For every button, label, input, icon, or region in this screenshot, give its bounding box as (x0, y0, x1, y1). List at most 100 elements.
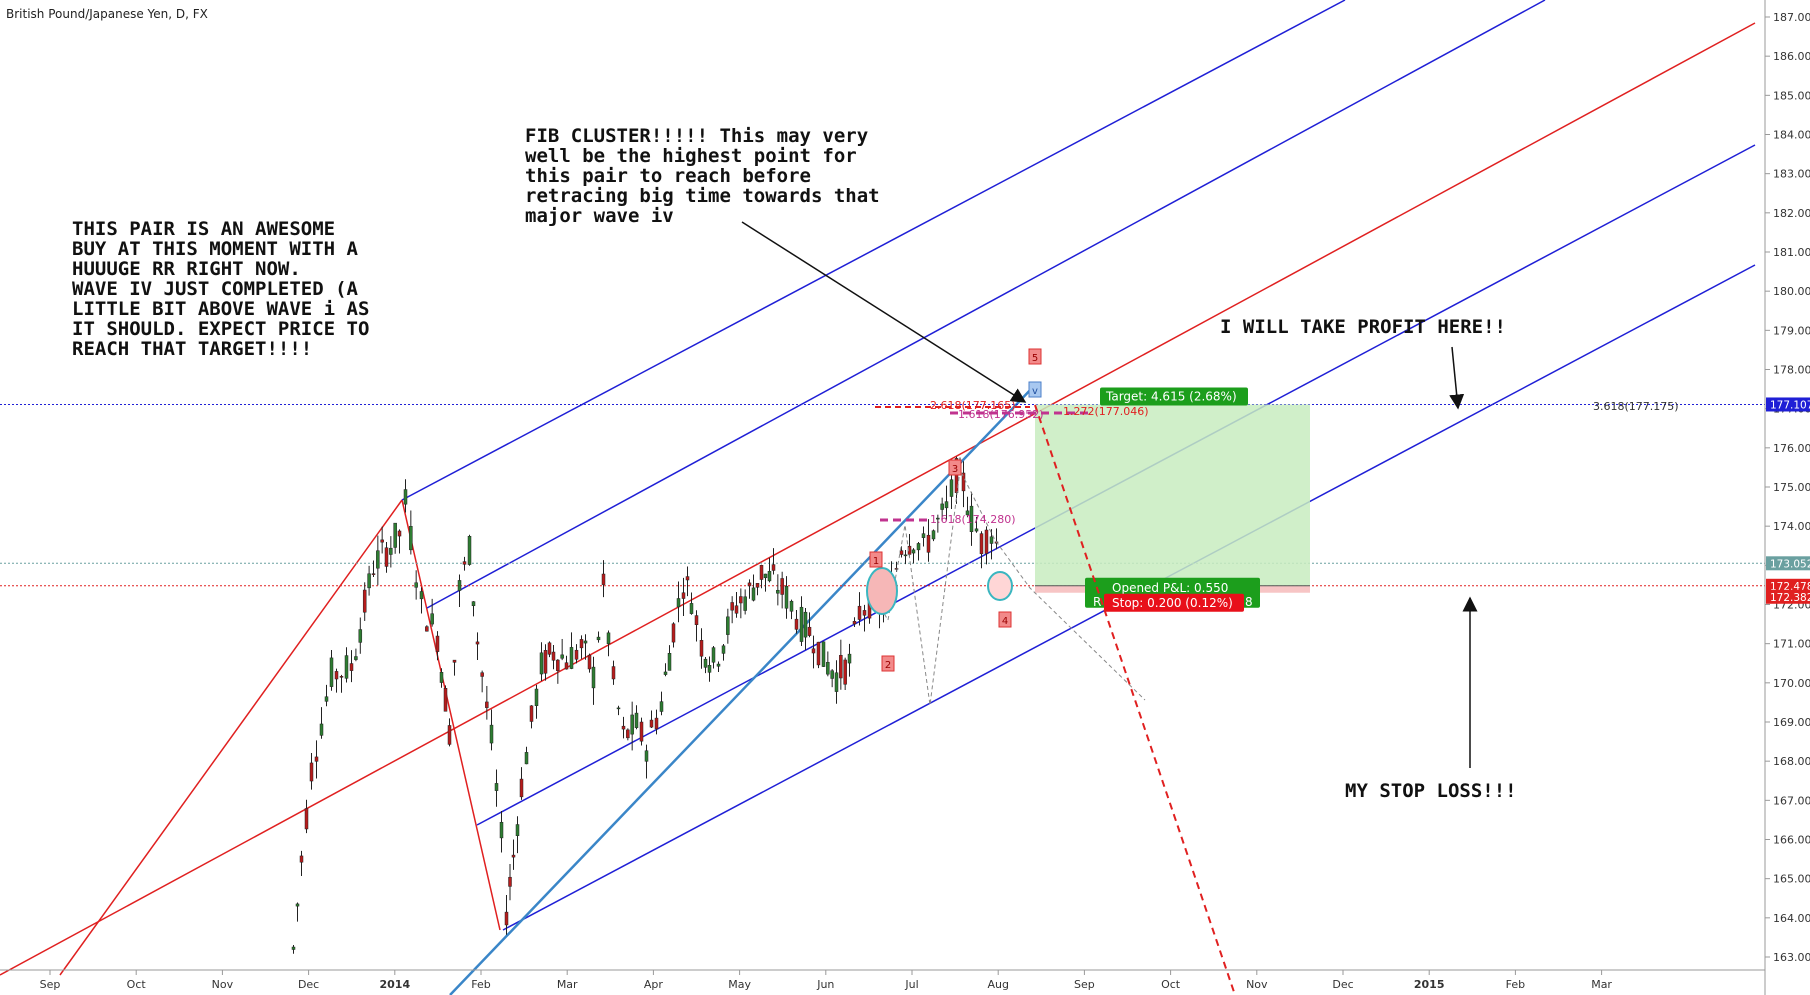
chart-labels: 1 2 3 4 5 v 2.618(177.165)1.618(176.952) 1.272(… (869, 348, 1679, 672)
candle-body (587, 654, 592, 670)
candle-body (936, 517, 940, 520)
time-tick-label: Jul (904, 978, 918, 991)
red-pitchfork-drop-line (401, 499, 501, 931)
target-label: Target: 4.615 (2.68%) (1100, 387, 1248, 406)
wave-overlays (866, 404, 1236, 995)
time-tick-label: Sep (40, 978, 61, 991)
price-tick-label: 184.000 (1773, 129, 1810, 142)
candle-body (899, 550, 904, 555)
candle-body (529, 705, 534, 722)
price-marker-173.052: 173.052 (1766, 556, 1810, 571)
price-tick-label: 170.000 (1773, 677, 1810, 690)
candle-body (367, 573, 371, 589)
candle-body (403, 489, 408, 505)
candle-body (667, 653, 672, 671)
candle-body (847, 653, 852, 664)
price-tick-label: 186.000 (1773, 50, 1810, 63)
price-marker-172.382: 172.382 (1766, 589, 1810, 604)
time-tick-label: Jun (816, 978, 834, 991)
candle-body (771, 564, 776, 571)
candle-body (389, 547, 393, 555)
candle-body (784, 585, 789, 609)
fib-note-line: well be the highest point for (525, 145, 857, 167)
fib-cluster-arrow (741, 221, 1027, 403)
candle-body (499, 821, 504, 839)
time-tick-label: Dec (1332, 978, 1353, 991)
candle-body (583, 640, 588, 644)
candle-body (685, 576, 690, 581)
wave-label-1: 1 (869, 551, 883, 568)
candle-body (926, 534, 931, 553)
candle-body (371, 573, 376, 575)
fib-note-line: major wave iv (525, 205, 674, 227)
fib-cluster-note: FIB CLUSTER!!!!! This may very well be t… (525, 125, 880, 227)
candle-body (940, 503, 944, 510)
candle-body (954, 458, 959, 493)
candle-body (747, 582, 752, 587)
candle-body (376, 550, 380, 569)
candle-body (344, 655, 349, 679)
candle-body (475, 641, 480, 645)
svg-text:Stop: 0.200 (0.12%): Stop: 0.200 (0.12%) (1112, 596, 1233, 610)
time-tick-label: Oct (1161, 978, 1181, 991)
candle-body (339, 676, 344, 678)
candle-body (547, 642, 552, 655)
left-note-line: LITTLE BIT ABOVE WAVE i AS (72, 298, 369, 320)
candle-body (430, 613, 434, 625)
candle-body (707, 665, 712, 673)
candle-body (494, 783, 499, 791)
candle-body (397, 530, 402, 537)
candle-body (524, 752, 529, 765)
wave-4-ellipse (987, 571, 1013, 601)
candle-body (911, 549, 916, 554)
candle-body (931, 530, 936, 540)
steel-trend-line (449, 384, 1036, 995)
candle-body (295, 903, 300, 907)
candle-body (921, 533, 926, 538)
long-position-tool[interactable]: Target: 4.615 (2.68%) Opened P&L: 0.550 R 8… (1035, 387, 1310, 612)
fib-level-label: 1.618(176.952) (958, 408, 1044, 421)
svg-text:4: 4 (1002, 616, 1008, 627)
candle-body (944, 501, 949, 509)
svg-text:3: 3 (952, 464, 958, 475)
candle-body (721, 645, 726, 654)
candle-body (358, 629, 363, 643)
candle-body (579, 639, 584, 649)
time-tick-label: 2015 (1414, 978, 1445, 991)
red-median-line (0, 22, 1756, 976)
svg-text:2: 2 (885, 660, 891, 671)
candle-body (621, 725, 626, 730)
svg-text:5: 5 (1032, 353, 1038, 364)
target-zone (1035, 404, 1310, 586)
fib-note-line: FIB CLUSTER!!!!! This may very (525, 125, 868, 147)
svg-text:1: 1 (873, 556, 879, 567)
candle-body (630, 714, 634, 735)
wave-label-v: v (1028, 381, 1042, 398)
time-tick-label: Nov (1246, 978, 1268, 991)
candle-body (560, 654, 564, 659)
price-tick-label: 166.000 (1773, 834, 1810, 847)
candle-body (743, 596, 747, 611)
time-axis[interactable]: Sep Oct Nov Dec 2014 Feb Mar Apr May Jun Jul Aug Sep… (40, 970, 1613, 991)
candle-body (551, 651, 556, 661)
andrews-pitchfork-channels (0, 0, 1756, 995)
left-note-line: HUUUGE RR RIGHT NOW. (72, 258, 301, 280)
price-tick-label: 165.000 (1773, 873, 1810, 886)
candle-body (989, 536, 994, 544)
candle-body (639, 721, 644, 742)
price-tick-label: 169.000 (1773, 716, 1810, 729)
candle-body (480, 672, 484, 677)
wave-label-5: 5 (1028, 348, 1042, 365)
price-axis[interactable]: 163.000 164.000 165.000 166.000 167.000 168.0… (1765, 11, 1810, 964)
candle-body (734, 605, 739, 614)
price-tick-label: 187.000 (1773, 11, 1810, 24)
price-tick-label: 163.000 (1773, 951, 1810, 964)
wave-label-2: 2 (881, 655, 895, 672)
blue-second-channel-line (426, 0, 1546, 609)
candle-body (591, 666, 596, 689)
fib-level-label: 3.618(177.175) (1593, 400, 1679, 413)
candle-body (659, 701, 664, 712)
candle-body (780, 578, 784, 595)
candle-body (681, 592, 686, 599)
